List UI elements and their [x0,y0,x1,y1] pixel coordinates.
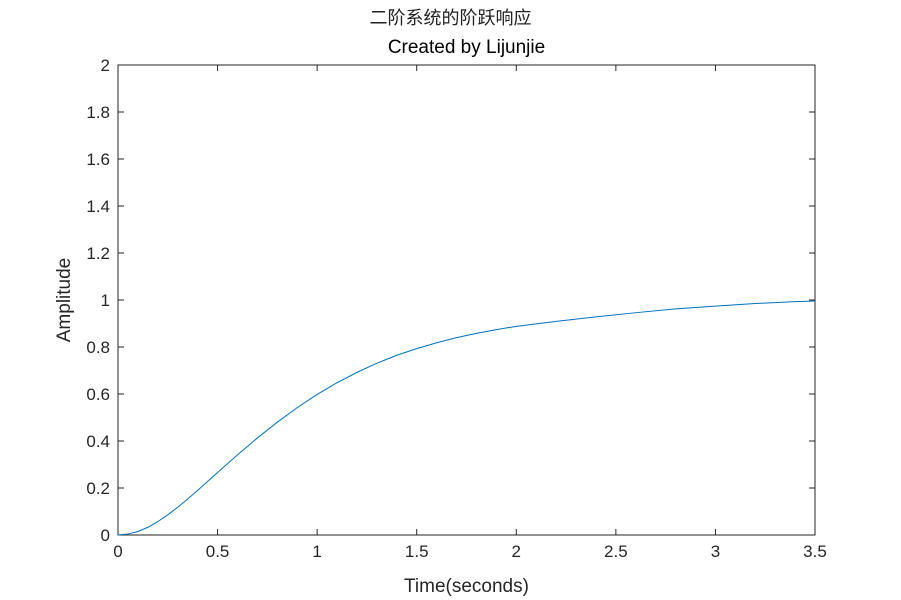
y-tick-label: 0 [101,526,110,545]
x-tick-label: 0.5 [206,542,230,561]
y-tick-label: 0.6 [86,385,110,404]
figure-suptitle: 二阶系统的阶跃响应 [369,8,532,29]
x-tick-label: 2.5 [604,542,628,561]
y-tick-label: 0.8 [86,338,110,357]
x-tick-label: 1.5 [405,542,429,561]
plot-area-frame [117,64,816,536]
axes-box [117,64,816,536]
chart-title: Created by Lijunjie [387,37,546,58]
y-tick-label: 2 [101,56,110,75]
y-tick-label: 1.4 [86,197,110,216]
ticks [117,64,816,536]
y-tick-label: 1.6 [86,150,110,169]
x-tick-label: 0 [113,542,122,561]
x-tick-label: 3 [711,542,720,561]
y-tick-label: 0.2 [86,479,110,498]
y-tick-label: 1.2 [86,244,110,263]
x-tick-label: 1 [312,542,321,561]
y-tick-label: 1 [101,291,110,310]
series-group [117,300,816,536]
tick-labels: 0 0.5 1 1.5 2 2.5 3 3.5 0 0.2 0.4 0.6 0.8 1 1.2 1.4 1.6 1… [86,56,826,561]
y-axis-label: Amplitude [54,258,75,343]
y-tick-label: 0.4 [86,432,110,451]
x-axis-label: Time(seconds) [404,576,529,597]
x-tick-label: 2 [512,542,521,561]
y-tick-label: 1.8 [86,103,110,122]
x-tick-label: 3.5 [803,542,827,561]
step-response-line [117,300,816,536]
